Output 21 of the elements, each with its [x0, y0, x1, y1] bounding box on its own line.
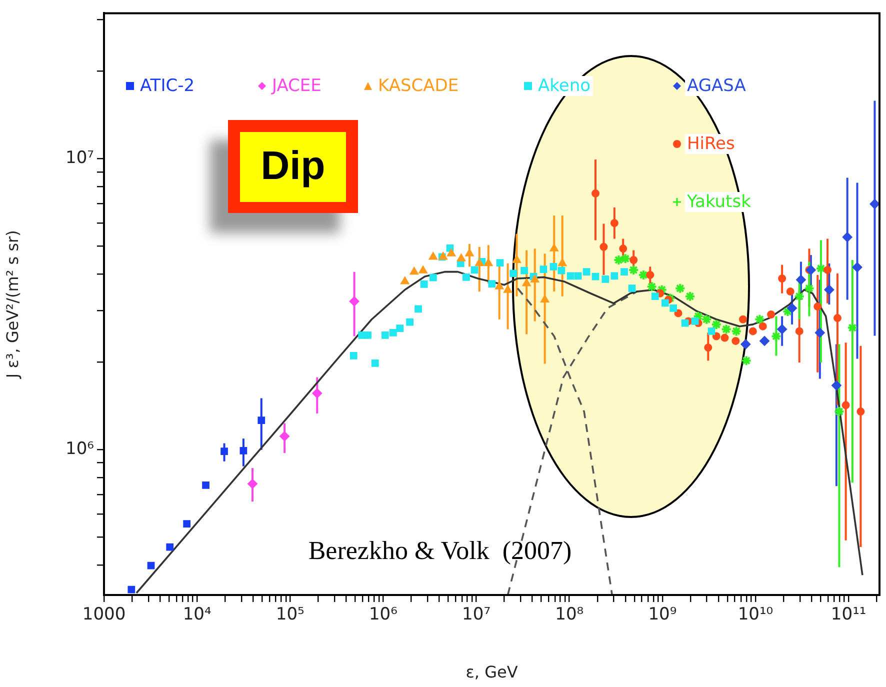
annotation: Berezkho & Volk (2007): [308, 536, 572, 565]
legend-label: KASCADE: [376, 76, 461, 96]
x-axis-title: ε, GeV: [466, 662, 518, 682]
x-tick-label: 10¹⁰: [738, 604, 774, 625]
x-tick-label: 10⁷: [462, 604, 491, 625]
label-box: Dip: [228, 120, 358, 213]
legend-label: JACEE: [270, 76, 324, 96]
legend-label: Yakutsk: [685, 192, 753, 212]
x-tick-label: 10⁵: [276, 604, 304, 625]
y-axis-title: J ε³, GeV²/(m² s sr): [2, 230, 22, 380]
legend-label: Akeno: [536, 76, 593, 96]
legend-label: AGASA: [685, 76, 748, 96]
x-tick-label: 10¹¹: [830, 604, 866, 625]
legend-label: ATIC-2: [138, 76, 197, 96]
x-tick-label: 10⁸: [555, 604, 584, 625]
annotation: Dip: [240, 132, 346, 202]
x-tick-label: 1000: [82, 604, 126, 625]
x-tick-label: 10⁹: [648, 604, 677, 625]
legend-label: HiRes: [685, 134, 737, 154]
x-tick-label: 10⁴: [182, 604, 212, 625]
x-tick-label: 10⁶: [368, 604, 398, 625]
